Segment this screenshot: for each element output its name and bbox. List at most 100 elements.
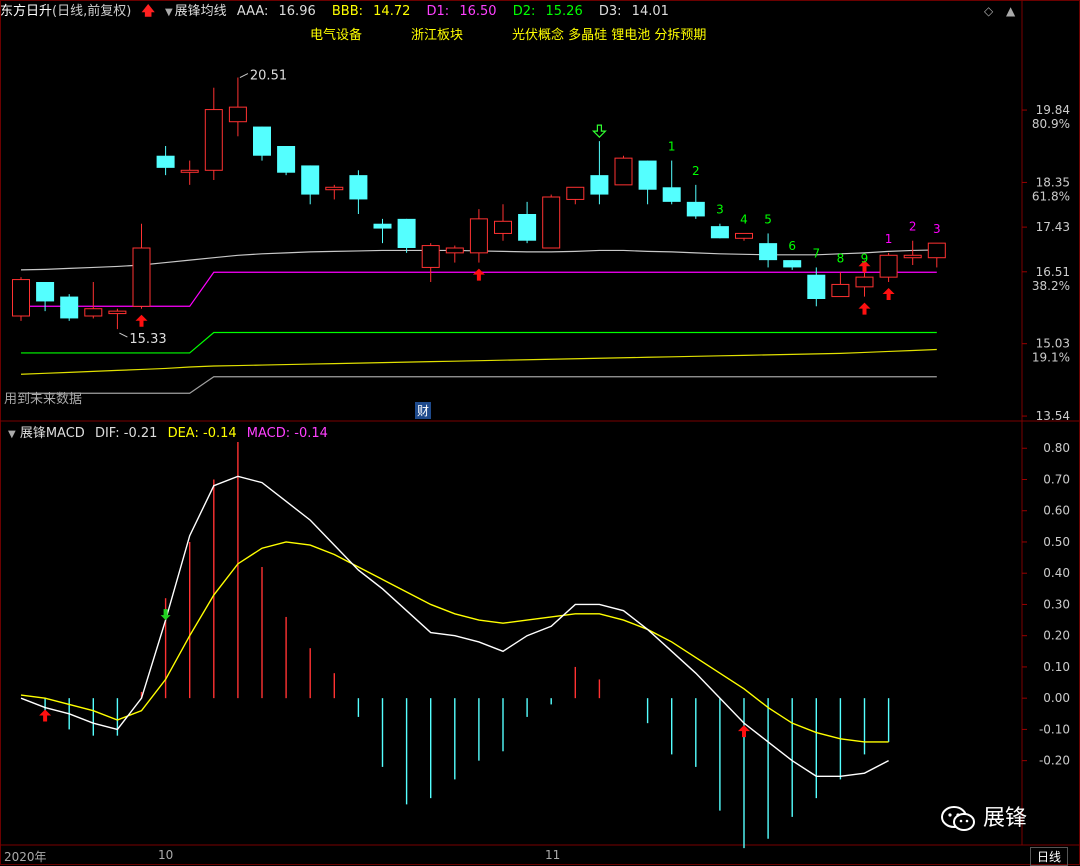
candle-up xyxy=(735,232,753,239)
buy-arrow-icon xyxy=(858,302,871,315)
price-tick-label: 13.54 xyxy=(1036,409,1070,423)
year-label: 2020年 xyxy=(4,850,47,864)
td-count-label: 3 xyxy=(933,222,941,236)
month-label-10: 10 xyxy=(158,848,174,862)
ma-gray-line xyxy=(21,376,937,394)
low-price-label: 15.33 xyxy=(129,332,166,347)
macd-buy-arrow-icon xyxy=(39,709,52,722)
candle-down xyxy=(301,165,320,195)
future-data-note: 用到未来数据 xyxy=(4,392,83,407)
ma-green-line xyxy=(21,331,937,354)
td-count-label: 2 xyxy=(909,220,917,234)
sell-arrow-icon xyxy=(591,124,607,138)
td-count-label: 9 xyxy=(861,251,869,265)
td-count-label: 7 xyxy=(812,246,820,260)
red-up-arrow-icon: 🡅 xyxy=(141,4,155,19)
buy-arrow-icon xyxy=(472,268,485,281)
td-count-label: 3 xyxy=(716,203,724,217)
price-tick-label: 15.03 xyxy=(1036,337,1070,351)
signal-arrow-icon xyxy=(858,260,871,273)
candle-up xyxy=(855,276,874,288)
dropdown-icon[interactable]: ▼ xyxy=(8,429,16,440)
candle-up xyxy=(927,242,946,259)
macd-signal-arrow-icon xyxy=(160,609,171,621)
candle-up xyxy=(879,254,898,278)
macd-tick-label: 0.50 xyxy=(1043,535,1070,549)
candle-down xyxy=(36,282,55,302)
d1-readout: D1: 16.50 xyxy=(426,4,497,19)
candle-down xyxy=(397,218,416,248)
candle-up xyxy=(204,109,223,171)
price-tick-label: 17.43 xyxy=(1036,220,1070,234)
d3-readout: D3: 14.01 xyxy=(598,4,669,19)
fib-pct-label: 61.8% xyxy=(1032,189,1070,203)
tag-sector: 电气设备 xyxy=(310,28,363,43)
indicator-name[interactable]: 展锋均线 xyxy=(174,4,227,19)
candle-up xyxy=(566,186,585,200)
ma-yellow-line xyxy=(20,348,937,375)
td-count-label: 6 xyxy=(788,239,796,253)
td-count-label: 5 xyxy=(764,212,772,226)
sector-tags: 电气设备 浙江板块 光伏概念 多晶硅 锂电池 分拆预期 xyxy=(0,24,1022,44)
macd-header: ▼ 展锋MACD DIF: -0.21 DEA: -0.14 MACD: -0.… xyxy=(0,422,1022,441)
macd-tick-label: 0.00 xyxy=(1043,691,1070,705)
watermark-text: 展锋 xyxy=(983,806,1028,831)
period-button[interactable]: 日线 xyxy=(1030,847,1069,866)
macd-tick-label: -0.10 xyxy=(1039,722,1070,736)
td-count-label: 1 xyxy=(668,140,676,154)
candle-down xyxy=(373,223,392,229)
candle-down xyxy=(277,146,296,173)
tag-region: 浙江板块 xyxy=(411,28,464,43)
aaa-readout: AAA: 16.96 xyxy=(236,4,316,19)
candle-up xyxy=(542,196,561,249)
macd-tick-label: 0.40 xyxy=(1043,566,1070,580)
price-tick-label: 19.84 xyxy=(1036,103,1070,117)
candle-up xyxy=(469,218,488,254)
d2-readout: D2: 15.26 xyxy=(512,4,583,19)
dropdown-icon[interactable]: ▼ xyxy=(164,7,173,18)
collapse-icon[interactable]: ▲ xyxy=(1006,4,1016,18)
candle-up xyxy=(180,169,199,173)
month-label-11: 11 xyxy=(545,848,561,862)
diamond-icon[interactable]: ◇ xyxy=(984,4,994,18)
candle-down xyxy=(807,274,826,299)
candle-down xyxy=(518,214,537,241)
candle-up xyxy=(228,106,247,123)
macd-readout: MACD: -0.14 xyxy=(246,426,328,441)
candle-up xyxy=(614,157,633,186)
macd-tick-label: 0.60 xyxy=(1043,504,1070,518)
candle-up xyxy=(108,310,127,315)
td-count-label: 8 xyxy=(837,251,845,265)
macd-tick-label: 0.30 xyxy=(1043,597,1070,611)
macd-name[interactable]: 展锋MACD xyxy=(19,426,85,441)
fib-pct-label: 19.1% xyxy=(1032,351,1070,365)
candle-up xyxy=(831,283,850,298)
macd-tick-label: 0.80 xyxy=(1043,441,1070,455)
candle-up xyxy=(494,220,512,234)
candle-up xyxy=(421,245,440,268)
candle-down xyxy=(783,260,802,268)
candle-down xyxy=(349,175,368,200)
tag-concepts: 光伏概念 多晶硅 锂电池 分拆预期 xyxy=(512,28,707,43)
main-header: 东方日升(日线,前复权) 🡅 ▼ 展锋均线 AAA: 16.96 BBB: 14.… xyxy=(0,0,1022,22)
high-pointer xyxy=(239,73,249,78)
candle-up xyxy=(325,186,344,191)
fib-pct-label: 80.9% xyxy=(1032,117,1070,131)
price-tick-label: 18.35 xyxy=(1036,175,1070,189)
candle-down xyxy=(638,160,657,190)
candle-down xyxy=(662,187,681,202)
stock-name[interactable]: 东方日升 xyxy=(0,4,53,19)
candle-up xyxy=(84,308,103,317)
candle-down xyxy=(156,155,175,168)
wechat-icon xyxy=(940,805,976,833)
time-axis: 2020年 10 11 日线 xyxy=(0,846,1080,866)
candle-up xyxy=(903,254,922,259)
macd-tick-label: 0.10 xyxy=(1043,660,1070,674)
macd-buy-arrow-icon xyxy=(738,725,750,738)
candle-up xyxy=(445,247,464,254)
finance-marker[interactable]: 财 xyxy=(415,402,432,419)
candle-up xyxy=(12,279,30,317)
dea-readout: DEA: -0.14 xyxy=(167,426,237,441)
candle-down xyxy=(710,226,729,239)
candle-down xyxy=(686,201,705,217)
